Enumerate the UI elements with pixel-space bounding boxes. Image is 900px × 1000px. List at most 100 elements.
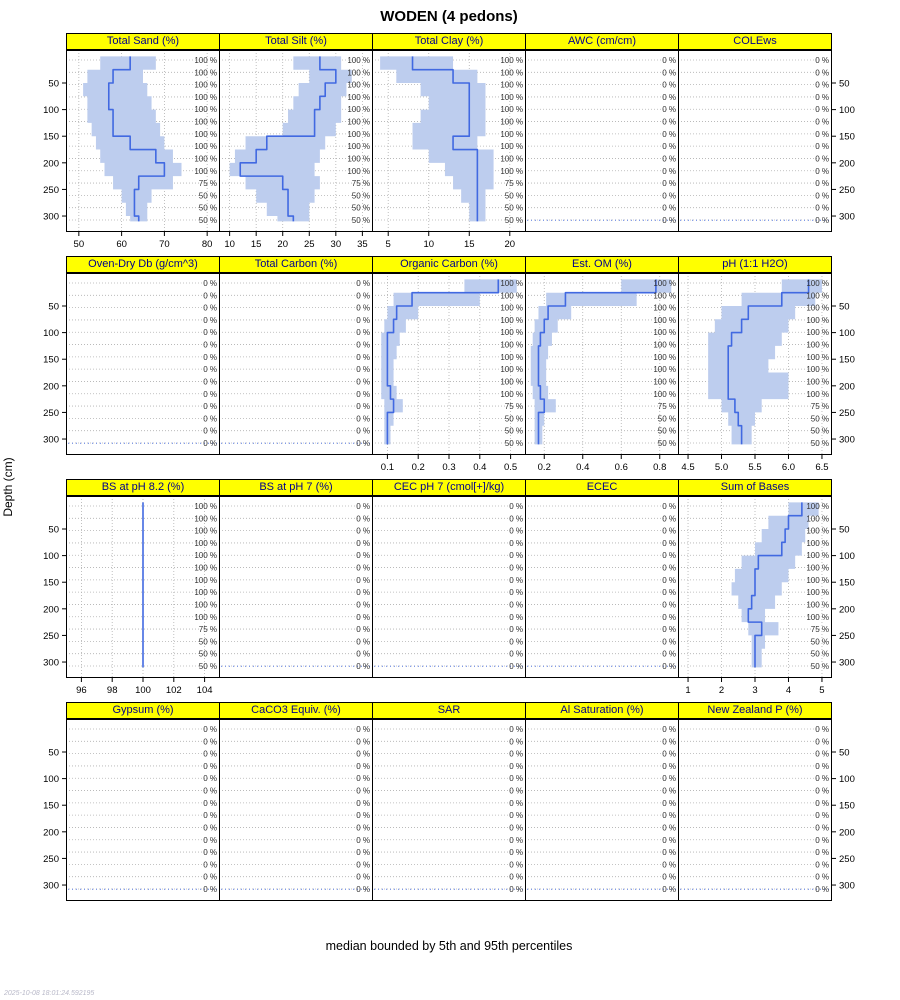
contributing-fraction-label: 0 % (203, 860, 217, 869)
x-tick-label: 5 (819, 685, 824, 696)
profile-plot: 0 % 0 % 0 % 0 % 0 % 0 % 0 % 0 % 0 % 0 % 0 % 0 % 0 % 0… (372, 719, 526, 901)
contributing-fraction-label: 100 % (653, 341, 676, 350)
panel-row-4: 50 100 150 200 250 300 Gypsum (%) 0 % 0 % 0 % 0 % 0… (28, 702, 870, 913)
contributing-fraction-label: 100 % (806, 377, 829, 386)
contributing-fraction-label: 100 % (500, 118, 523, 127)
contributing-fraction-label: 100 % (347, 154, 370, 163)
median-line (727, 279, 810, 445)
contributing-fraction-label: 100 % (500, 56, 523, 65)
x-tick-label: 100 (135, 685, 151, 696)
x-tick-label: 96 (76, 685, 87, 696)
contributing-fraction-label: 75 % (811, 625, 829, 634)
depth-tick-label: 100 (839, 774, 855, 785)
contributing-fraction-label: 50 % (199, 662, 217, 671)
percentile-band (530, 279, 672, 445)
depth-tick-label: 150 (43, 132, 59, 143)
contributing-fraction-label: 50 % (658, 427, 676, 436)
x-tick-label: 25 (304, 239, 315, 250)
profile-plot: 100 % 100 % 100 % 100 % 100 % 100 % 100 % 100 %… (372, 273, 526, 455)
contributing-fraction-label: 100 % (194, 576, 217, 585)
percentile-band (380, 56, 494, 222)
contributing-fraction-label: 100 % (806, 514, 829, 523)
contributing-fraction-label: 0 % (815, 750, 829, 759)
contributing-fraction-label: 100 % (500, 93, 523, 102)
contributing-fraction-label: 50 % (505, 427, 523, 436)
contributing-fraction-label: 100 % (347, 142, 370, 151)
panel-border (678, 719, 832, 901)
profile-plot: 100 % 100 % 100 % 100 % 100 % 100 % 100 % 100 %… (66, 496, 220, 678)
contributing-fraction-label: 0 % (356, 625, 370, 634)
contributing-fraction-label: 0 % (815, 167, 829, 176)
contributing-fraction-label: 100 % (194, 613, 217, 622)
contributing-fraction-label: 0 % (815, 774, 829, 783)
panel-strip-label: Sum of Bases (678, 479, 832, 496)
x-tick-label: 6.0 (782, 462, 795, 473)
x-axis: 4.5 5.0 5.5 6.0 6.5 (681, 455, 829, 473)
contributing-fraction-label: 100 % (500, 365, 523, 374)
x-tick-label: 10 (224, 239, 235, 250)
contributing-fraction-label: 50 % (811, 427, 829, 436)
depth-tick-label: 50 (48, 747, 59, 758)
contributing-fraction-label: 0 % (509, 823, 523, 832)
contributing-fraction-label: 0 % (356, 551, 370, 560)
panel-awc-cm-cm: AWC (cm/cm) 0 % 0 % 0 % 0 % 0 % 0 % 0 % 0 % 0 % 0 … (525, 33, 679, 256)
contributing-fraction-label: 100 % (194, 81, 217, 90)
depth-tick-label: 50 (839, 524, 850, 535)
depth-tick-label: 100 (839, 328, 855, 339)
x-tick-label: 70 (159, 239, 170, 250)
x-tick-label: 0.3 (442, 462, 455, 473)
x-tick-label: 2 (719, 685, 724, 696)
panel-bs-at-ph-7: BS at pH 7 (%) 0 % 0 % 0 % 0 % 0 % 0 % 0 % 0 % 0 … (219, 479, 373, 702)
panel-caco3-equiv: CaCO3 Equiv. (%) 0 % 0 % 0 % 0 % 0 % 0 % 0 % 0 %… (219, 702, 373, 913)
contributing-fraction-label: 100 % (500, 279, 523, 288)
depth-tick-label: 200 (43, 827, 59, 838)
contributing-fraction-label: 0 % (203, 750, 217, 759)
depth-tick-label: 300 (839, 435, 855, 446)
depth-tick-label: 250 (43, 631, 59, 642)
contributing-fraction-label: 0 % (662, 564, 676, 573)
x-tick-label: 5.5 (748, 462, 761, 473)
depth-tick-label: 300 (839, 658, 855, 669)
contributing-fraction-label: 50 % (352, 216, 370, 225)
contributing-fraction-label: 0 % (662, 502, 676, 511)
contributing-fraction-label: 0 % (203, 316, 217, 325)
contributing-fraction-label: 100 % (806, 365, 829, 374)
contributing-fraction-label: 0 % (662, 799, 676, 808)
contributing-fraction-label: 50 % (811, 637, 829, 646)
contributing-fraction-label: 0 % (356, 576, 370, 585)
contributing-fraction-label: 50 % (811, 650, 829, 659)
depth-tick-label: 300 (839, 212, 855, 223)
depth-tick-label: 150 (839, 132, 855, 143)
contributing-fraction-label: 100 % (500, 81, 523, 90)
contributing-fraction-label: 0 % (509, 860, 523, 869)
contributing-fraction-label: 0 % (815, 737, 829, 746)
contributing-fraction-label: 0 % (203, 341, 217, 350)
contributing-fraction-label: 0 % (203, 885, 217, 894)
contributing-fraction-label: 0 % (203, 377, 217, 386)
contributing-fraction-label: 100 % (653, 377, 676, 386)
contributing-fraction-label: 0 % (356, 514, 370, 523)
profile-plot: 100 % 100 % 100 % 100 % 100 % 100 % 100 % 100 %… (678, 273, 832, 455)
panel-oven-dry-db-g-cm-3: Oven-Dry Db (g/cm^3) 0 % 0 % 0 % 0 % 0 % 0 % 0 … (66, 256, 220, 479)
depth-tick-label: 200 (839, 604, 855, 615)
contributing-fraction-label: 0 % (662, 625, 676, 634)
profile-plot: 100 % 100 % 100 % 100 % 100 % 100 % 100 % 100 %… (525, 273, 679, 455)
profile-plot: 0 % 0 % 0 % 0 % 0 % 0 % 0 % 0 % 0 % 0 % 0 % 0 % 0 % 0… (525, 719, 679, 901)
contributing-fraction-label: 0 % (662, 860, 676, 869)
contributing-fraction-label: 0 % (662, 637, 676, 646)
contributing-fraction-label: 100 % (500, 377, 523, 386)
contributing-fraction-label: 100 % (806, 551, 829, 560)
contributing-fraction-label: 0 % (356, 600, 370, 609)
contributing-fraction-label: 0 % (203, 402, 217, 411)
depth-tick-label: 100 (839, 105, 855, 116)
contributing-fraction-label: 100 % (194, 564, 217, 573)
contributing-fraction-label: 100 % (500, 142, 523, 151)
panel-total-clay: Total Clay (%) 100 % 100 % 100 % 100 % 100 % 1… (372, 33, 526, 256)
contributing-fraction-label: 100 % (194, 167, 217, 176)
panel-al-saturation: Al Saturation (%) 0 % 0 % 0 % 0 % 0 % 0 % 0 % 0 … (525, 702, 679, 913)
depth-tick-label: 250 (839, 631, 855, 642)
contributing-fraction-label: 0 % (509, 650, 523, 659)
contributing-fraction-label: 0 % (662, 93, 676, 102)
profile-plot: 0 % 0 % 0 % 0 % 0 % 0 % 0 % 0 % 0 % 0 % 0 % 0 % 0 % 0… (678, 719, 832, 901)
contributing-fraction-label: 0 % (203, 304, 217, 313)
